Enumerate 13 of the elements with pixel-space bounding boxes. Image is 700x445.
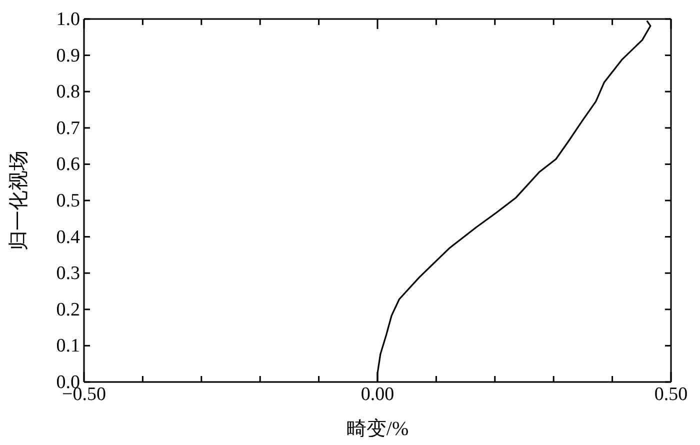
y-tick-label: 0.5 xyxy=(56,190,80,212)
y-tick-label: 0.1 xyxy=(56,336,80,357)
y-tick-label: 0.9 xyxy=(56,45,80,66)
y-tick-label: 0.2 xyxy=(56,299,80,320)
y-tick-label: 0.7 xyxy=(56,118,80,139)
x-tick-label: 0.00 xyxy=(360,384,394,405)
y-tick-label: 0.8 xyxy=(56,82,80,103)
y-tick-label: 0.3 xyxy=(56,263,80,284)
y-tick-label: 0.4 xyxy=(56,226,80,248)
y-tick-label: 0.6 xyxy=(56,154,80,176)
y-tick-label: 1.0 xyxy=(56,9,80,30)
y-axis-title: 归一化视场 xyxy=(8,150,30,250)
x-tick-label: 0.50 xyxy=(654,384,688,405)
